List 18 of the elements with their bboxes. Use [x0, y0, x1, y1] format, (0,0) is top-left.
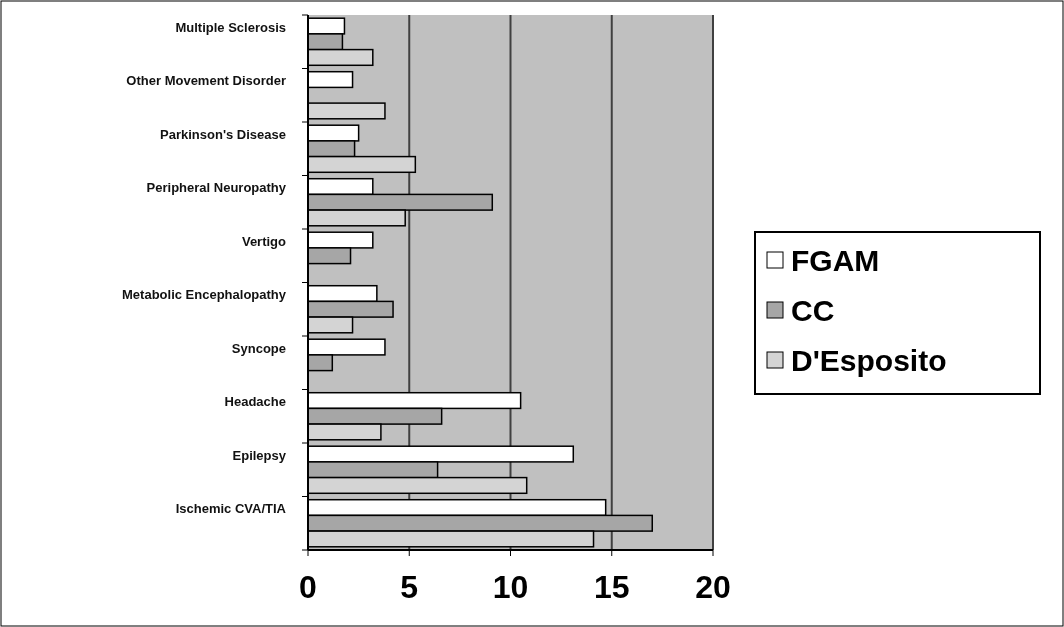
legend-label: FGAM: [791, 244, 880, 277]
y-tick-label: Multiple Sclerosis: [175, 19, 286, 35]
legend-label: D'Esposito: [791, 344, 947, 377]
y-tick-label: Syncope: [231, 340, 286, 356]
x-tick-label: 0: [299, 569, 317, 605]
x-tick-label: 5: [400, 569, 419, 605]
y-tick-label: Vertigo: [241, 233, 287, 249]
y-tick-label: Parkinson's Disease: [160, 126, 286, 142]
y-tick-label: Metabolic Encephalopathy: [122, 287, 287, 303]
x-tick-label: 10: [492, 569, 529, 605]
y-tick-label: Other Movement Disorder: [126, 73, 286, 89]
x-tick-label: 20: [695, 569, 731, 605]
x-tick-label: 15: [593, 569, 630, 605]
y-tick-label: Peripheral Neuropathy: [146, 180, 287, 196]
legend-label: CC: [791, 294, 835, 327]
y-tick-label: Epilepsy: [232, 447, 287, 463]
y-tick-label: Headache: [224, 394, 286, 410]
y-tick-label: Ischemic CVA/TIA: [175, 501, 287, 517]
